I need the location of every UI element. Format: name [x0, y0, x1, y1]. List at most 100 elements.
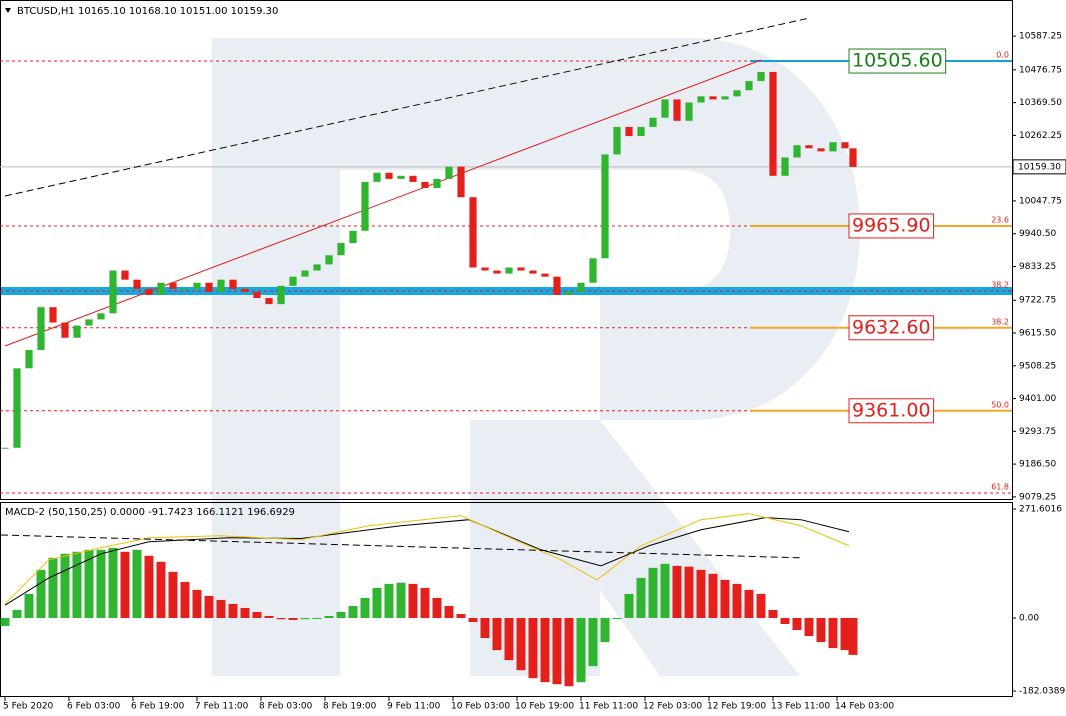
histogram-bar — [528, 617, 538, 679]
x-tick-label: 8 Feb 03:00 — [259, 702, 313, 712]
candle — [733, 90, 741, 97]
histogram-bar — [360, 597, 370, 618]
fib-label: 23.6 — [991, 215, 1009, 224]
histogram-bar — [660, 563, 670, 618]
histogram-bar — [408, 583, 418, 618]
y-tick-label: 9079.25 — [1019, 492, 1056, 502]
candle — [697, 96, 705, 103]
y-tick-label: 9722.75 — [1019, 296, 1056, 306]
price-level-box — [848, 48, 947, 74]
candle — [433, 178, 441, 189]
candle — [325, 255, 333, 265]
candle — [457, 166, 465, 198]
histogram-bar — [72, 551, 82, 618]
candle — [121, 270, 129, 280]
y-tick-label: 10262.25 — [1019, 131, 1062, 141]
candle — [1, 447, 9, 449]
candle — [61, 322, 69, 338]
histogram-bar — [276, 617, 286, 620]
candle — [661, 99, 669, 118]
indicator-line — [0, 534, 802, 559]
candle — [409, 175, 417, 182]
histogram-bar — [372, 587, 382, 618]
histogram-bar — [792, 617, 802, 631]
histogram-bar — [600, 617, 610, 643]
candle — [673, 99, 681, 121]
histogram-bar — [648, 567, 658, 618]
candle — [601, 154, 609, 259]
candle — [361, 181, 369, 231]
price-level-label: 10505.60 — [852, 50, 943, 72]
watermark — [212, 38, 860, 676]
x-tick-label: 12 Feb 03:00 — [643, 702, 702, 712]
candle — [421, 181, 429, 189]
histogram-bar — [492, 617, 502, 651]
candle — [577, 282, 585, 292]
candle — [745, 81, 753, 91]
histogram-bar — [108, 547, 118, 618]
x-tick-label: 9 Feb 11:00 — [387, 702, 441, 712]
candle — [133, 279, 141, 289]
candle — [805, 145, 813, 149]
candle — [721, 96, 729, 100]
candle — [217, 279, 225, 292]
histogram-bar — [612, 617, 622, 619]
candle — [241, 288, 249, 292]
current-price-tag — [1012, 159, 1066, 175]
histogram-bar — [848, 617, 858, 655]
candle — [373, 172, 381, 182]
candle — [109, 270, 117, 314]
current-price-label: 10159.30 — [1018, 162, 1061, 172]
histogram-bar — [684, 566, 694, 618]
y-tick-label: 9293.75 — [1019, 427, 1056, 437]
menu-arrow[interactable] — [5, 8, 11, 13]
candle — [637, 126, 645, 137]
y-tick-label: 9833.25 — [1019, 262, 1056, 272]
histogram-bar — [120, 551, 130, 618]
histogram-bar — [768, 609, 778, 618]
histogram-bar — [252, 611, 262, 618]
y-tick-label: 271.6016 — [1019, 505, 1062, 515]
candle — [277, 285, 285, 305]
x-tick-label: 7 Feb 11:00 — [195, 702, 249, 712]
histogram-bar — [720, 579, 730, 618]
fib-label: 38.2 — [991, 281, 1009, 290]
histogram-bar — [816, 617, 826, 643]
candle — [289, 276, 297, 286]
indicator-line — [4, 513, 850, 605]
y-tick-label: 9940.50 — [1019, 229, 1056, 239]
x-tick-label: 8 Feb 19:00 — [323, 702, 377, 712]
histogram-bar — [804, 617, 814, 637]
histogram-bar — [504, 617, 514, 661]
price-level-label: 9632.60 — [852, 316, 931, 338]
y-tick-label: 9401.00 — [1019, 394, 1056, 404]
histogram-bar — [204, 595, 214, 618]
fib-label: 61.8 — [991, 482, 1009, 491]
histogram-bar — [336, 611, 346, 618]
candle — [817, 148, 825, 152]
price-level-box — [848, 315, 935, 341]
candle — [517, 267, 525, 271]
histogram-bar — [672, 565, 682, 618]
x-tick-label: 13 Feb 11:00 — [771, 702, 830, 712]
histogram-bar — [192, 589, 202, 618]
fib-label: 38.2 — [991, 317, 1009, 326]
y-tick-label: 10047.75 — [1019, 196, 1062, 206]
y-tick-label: 0.00 — [1019, 613, 1039, 623]
price-level-box — [848, 398, 935, 424]
candle — [301, 270, 309, 277]
histogram-bar — [96, 549, 106, 618]
histogram-bar — [384, 583, 394, 618]
candle — [757, 71, 765, 82]
candle — [625, 126, 633, 137]
macd-title: MACD-2 (50,150,25) 0.0000 -91.7423 166.1… — [5, 507, 295, 518]
candle — [193, 282, 201, 289]
candle — [205, 282, 213, 292]
histogram-bar — [468, 617, 478, 623]
candle — [481, 267, 489, 271]
histogram-bar — [264, 615, 274, 618]
candle — [769, 71, 777, 176]
histogram-bar — [312, 617, 322, 619]
histogram-bar — [144, 555, 154, 618]
candle — [313, 264, 321, 271]
